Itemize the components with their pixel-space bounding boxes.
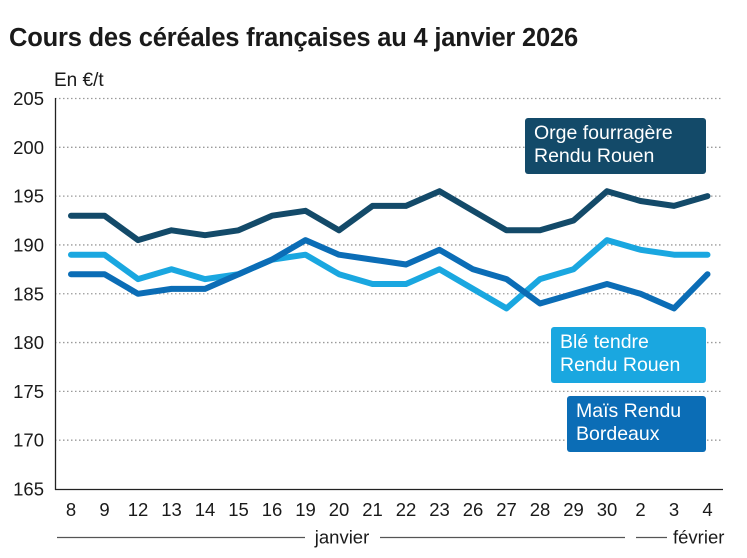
y-axis-ticks: 165 170 175 180 185 190 195 200 205 bbox=[13, 88, 44, 500]
series-label-line: Rendu Rouen bbox=[534, 145, 655, 167]
y-tick-label: 170 bbox=[13, 430, 44, 451]
month-label-fevrier: février bbox=[673, 527, 724, 548]
y-tick-label: 205 bbox=[13, 88, 44, 109]
series-label-orge: Orge fourragère Rendu Rouen bbox=[525, 118, 706, 174]
x-tick-label: 9 bbox=[99, 499, 109, 520]
x-tick-label: 28 bbox=[530, 499, 551, 520]
y-tick-label: 190 bbox=[13, 234, 44, 255]
y-tick-label: 175 bbox=[13, 381, 44, 402]
y-tick-label: 200 bbox=[13, 137, 44, 158]
y-tick-label: 180 bbox=[13, 332, 44, 353]
x-tick-label: 22 bbox=[396, 499, 417, 520]
y-tick-label: 195 bbox=[13, 186, 44, 207]
series-line-0 bbox=[68, 188, 711, 244]
x-tick-label: 20 bbox=[329, 499, 350, 520]
month-axis: janvier février bbox=[57, 527, 724, 548]
series-label-line: Bordeaux bbox=[576, 423, 660, 445]
series-label-line: Orge fourragère bbox=[534, 122, 673, 144]
series-lines bbox=[68, 188, 711, 312]
series-label-mais: Maïs Rendu Bordeaux bbox=[567, 396, 706, 452]
month-label-janvier: janvier bbox=[314, 527, 370, 548]
x-tick-label: 13 bbox=[161, 499, 182, 520]
x-tick-label: 8 bbox=[66, 499, 76, 520]
y-tick-label: 165 bbox=[13, 479, 44, 500]
x-tick-label: 29 bbox=[563, 499, 584, 520]
x-tick-label: 3 bbox=[669, 499, 679, 520]
x-tick-label: 21 bbox=[362, 499, 383, 520]
y-tick-label: 185 bbox=[13, 283, 44, 304]
series-label-line: Maïs Rendu bbox=[576, 400, 682, 422]
series-line-2 bbox=[68, 237, 711, 312]
x-tick-label: 2 bbox=[635, 499, 645, 520]
x-axis-ticks: 8 9 12 13 14 15 16 19 20 21 22 23 26 27 28 29 30 2 3 4 bbox=[66, 499, 713, 520]
series-label-line: Blé tendre bbox=[560, 331, 649, 353]
x-tick-label: 4 bbox=[702, 499, 712, 520]
x-tick-label: 15 bbox=[228, 499, 249, 520]
series-label-line: Rendu Rouen bbox=[560, 354, 681, 376]
y-axis-unit-label: En €/t bbox=[54, 70, 104, 91]
series-line-1 bbox=[68, 237, 711, 312]
chart-title: Cours des céréales françaises au 4 janvi… bbox=[9, 24, 578, 52]
x-tick-label: 23 bbox=[429, 499, 450, 520]
series-label-ble: Blé tendre Rendu Rouen bbox=[551, 327, 706, 383]
x-tick-label: 16 bbox=[262, 499, 283, 520]
x-tick-label: 30 bbox=[597, 499, 618, 520]
x-tick-label: 12 bbox=[128, 499, 149, 520]
x-tick-label: 26 bbox=[463, 499, 484, 520]
x-tick-label: 27 bbox=[496, 499, 517, 520]
x-tick-label: 14 bbox=[195, 499, 216, 520]
x-tick-label: 19 bbox=[295, 499, 316, 520]
